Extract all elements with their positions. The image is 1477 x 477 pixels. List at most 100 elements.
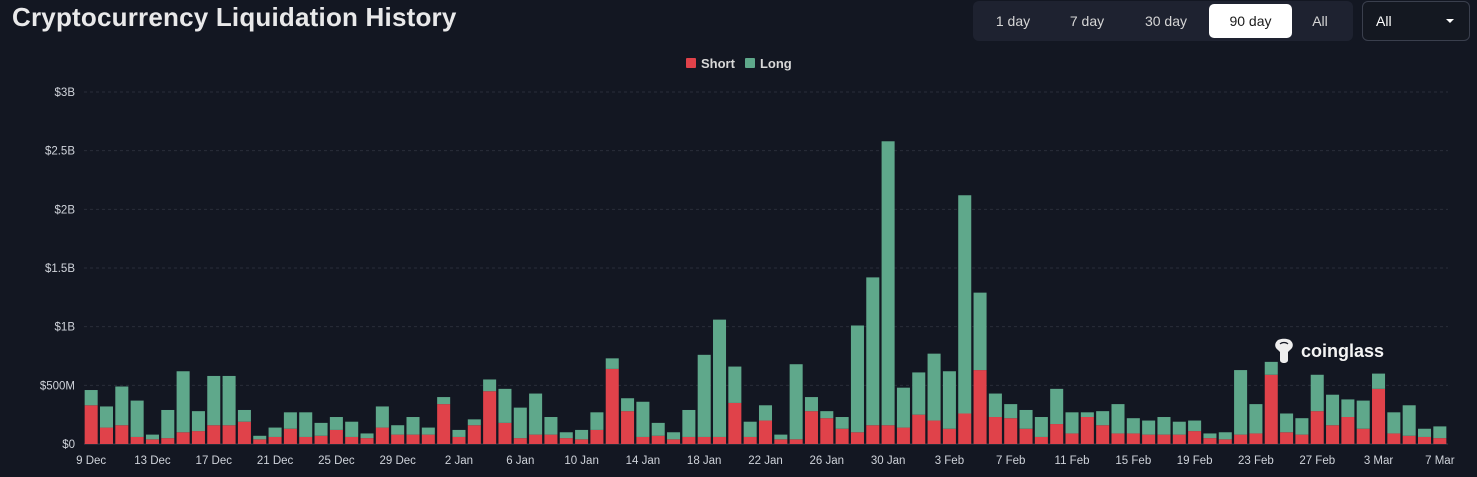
bar-long[interactable] (1326, 394, 1340, 426)
bar-short[interactable] (1218, 439, 1232, 444)
bar-long[interactable] (1019, 409, 1033, 429)
bar-short[interactable] (360, 438, 374, 444)
range-all-button[interactable]: All (1312, 13, 1328, 29)
bar-short[interactable] (237, 421, 251, 444)
bar-short[interactable] (1433, 438, 1447, 444)
bar-short[interactable] (1004, 418, 1018, 444)
bar-long[interactable] (360, 433, 374, 439)
bar-short[interactable] (1310, 411, 1324, 444)
bar-long[interactable] (559, 432, 573, 439)
bar-long[interactable] (728, 366, 742, 403)
bar-short[interactable] (452, 436, 466, 444)
bar-long[interactable] (667, 432, 681, 440)
bar-long[interactable] (544, 417, 558, 435)
bar-short[interactable] (176, 432, 190, 444)
range-90-day-button[interactable]: 90 day (1209, 4, 1292, 38)
bar-short[interactable] (1142, 434, 1156, 444)
bar-long[interactable] (1417, 428, 1432, 437)
bar-short[interactable] (1096, 425, 1110, 444)
bar-long[interactable] (1126, 418, 1140, 434)
bar-long[interactable] (222, 375, 236, 426)
bar-long[interactable] (1142, 420, 1156, 435)
bar-short[interactable] (1188, 431, 1202, 444)
bar-short[interactable] (1249, 433, 1263, 444)
bar-long[interactable] (1249, 404, 1263, 434)
coin-select[interactable]: All (1362, 1, 1470, 41)
bar-long[interactable] (161, 409, 175, 439)
bar-short[interactable] (207, 425, 221, 444)
bar-long[interactable] (1004, 404, 1018, 419)
bar-short[interactable] (145, 439, 159, 444)
bar-short[interactable] (1234, 434, 1248, 444)
bar-long[interactable] (176, 371, 190, 433)
bar-long[interactable] (145, 434, 159, 440)
bar-long[interactable] (437, 397, 451, 405)
bar-short[interactable] (299, 436, 313, 444)
bar-short[interactable] (1356, 428, 1370, 444)
bar-short[interactable] (391, 434, 405, 444)
bar-long[interactable] (207, 375, 221, 426)
bar-long[interactable] (605, 358, 619, 369)
bar-long[interactable] (1065, 412, 1079, 434)
bar-short[interactable] (896, 427, 910, 444)
bar-long[interactable] (1433, 426, 1447, 439)
bar-short[interactable] (575, 439, 589, 444)
range-30-day-button[interactable]: 30 day (1144, 13, 1188, 29)
bar-long[interactable] (850, 325, 864, 433)
bar-long[interactable] (1387, 412, 1401, 434)
bar-short[interactable] (467, 425, 481, 444)
bar-short[interactable] (1172, 434, 1186, 444)
bar-long[interactable] (191, 411, 205, 432)
bar-long[interactable] (636, 401, 650, 437)
bar-long[interactable] (896, 387, 910, 428)
bar-long[interactable] (1372, 373, 1386, 389)
bar-short[interactable] (1341, 417, 1355, 444)
bar-long[interactable] (1264, 361, 1278, 375)
bar-short[interactable] (881, 425, 895, 444)
bar-short[interactable] (513, 438, 527, 444)
bar-long[interactable] (804, 397, 818, 412)
bar-short[interactable] (835, 428, 849, 444)
bar-long[interactable] (1050, 388, 1064, 425)
bar-long[interactable] (406, 417, 420, 435)
bar-short[interactable] (345, 436, 359, 444)
bar-long[interactable] (299, 412, 313, 437)
bar-short[interactable] (1280, 432, 1294, 444)
bar-long[interactable] (1172, 421, 1186, 435)
bar-long[interactable] (1402, 405, 1416, 436)
bar-long[interactable] (283, 412, 297, 429)
bar-long[interactable] (513, 407, 527, 439)
bar-short[interactable] (682, 436, 696, 444)
bar-short[interactable] (498, 422, 512, 444)
bar-long[interactable] (84, 390, 98, 406)
bar-short[interactable] (590, 429, 604, 444)
bar-short[interactable] (1065, 433, 1079, 444)
bar-short[interactable] (713, 436, 727, 444)
legend-item-long[interactable]: Long (744, 56, 792, 71)
bar-short[interactable] (1372, 388, 1386, 444)
bar-long[interactable] (1341, 399, 1355, 418)
bar-short[interactable] (850, 432, 864, 444)
bar-short[interactable] (804, 411, 818, 444)
legend-item-short[interactable]: Short (686, 56, 735, 71)
bar-short[interactable] (421, 434, 435, 444)
bar-long[interactable] (1310, 374, 1324, 412)
range-7-day-button[interactable]: 7 day (1069, 13, 1105, 29)
bar-short[interactable] (329, 429, 343, 444)
bar-long[interactable] (866, 277, 880, 426)
bar-short[interactable] (636, 436, 650, 444)
bar-long[interactable] (912, 372, 926, 415)
bar-long[interactable] (253, 435, 267, 440)
bar-long[interactable] (467, 419, 481, 426)
bar-long[interactable] (590, 412, 604, 430)
bar-short[interactable] (544, 434, 558, 444)
bar-long[interactable] (115, 386, 129, 426)
bar-long[interactable] (621, 398, 635, 412)
bar-short[interactable] (651, 435, 665, 444)
bar-short[interactable] (437, 404, 451, 444)
bar-long[interactable] (1295, 418, 1309, 435)
bar-long[interactable] (1096, 411, 1110, 426)
bar-short[interactable] (1050, 424, 1064, 444)
bar-short[interactable] (130, 436, 144, 444)
bar-long[interactable] (130, 400, 144, 437)
